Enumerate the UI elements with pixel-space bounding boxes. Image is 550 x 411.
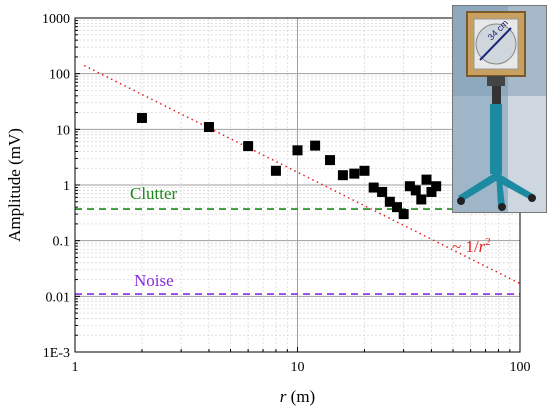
dimension-arrow <box>479 27 512 61</box>
y-tick-label: 0.1 <box>53 235 71 250</box>
inset-photo: 34 cm <box>452 5 547 213</box>
data-point <box>377 186 388 197</box>
y-tick-label: 0.01 <box>46 290 71 305</box>
fit-line-group <box>83 64 521 285</box>
fit-label-superscript: 2 <box>485 236 491 248</box>
noise-label: Noise <box>134 271 174 290</box>
y-axis-label: Amplitude (mV) <box>5 128 24 242</box>
y-tick-label: 10 <box>56 123 70 138</box>
data-point <box>349 168 360 179</box>
fit-line-label: ~ 1/r2 <box>452 236 491 256</box>
data-point <box>391 202 402 213</box>
stand-leg-left <box>458 172 496 201</box>
fit-label-var: r <box>479 237 486 256</box>
x-tick-label: 1 <box>72 360 79 375</box>
data-point <box>384 196 395 207</box>
data-point <box>398 209 409 220</box>
y-tick-label: 100 <box>49 68 70 83</box>
radar-stand-photo: 34 cm <box>453 6 546 212</box>
y-tick-label: 1E-3 <box>43 346 70 361</box>
fit-line <box>83 64 521 285</box>
mount-head <box>487 76 505 86</box>
mount-joint <box>492 86 501 104</box>
x-axis-label-unit: (m) <box>286 387 315 406</box>
data-point <box>426 186 437 197</box>
data-point <box>270 165 281 176</box>
x-tick-label: 100 <box>510 360 531 375</box>
y-axis-ticks: 1E-3 0.01 0.1 1 10 100 1000 <box>42 12 80 361</box>
data-point <box>421 174 432 185</box>
data-point <box>410 185 421 196</box>
data-point <box>203 122 214 133</box>
caster-front <box>498 203 506 211</box>
data-point <box>337 170 348 181</box>
data-point <box>368 182 379 193</box>
fit-label-prefix: ~ 1/ <box>452 237 479 256</box>
reference-lines <box>75 208 520 295</box>
data-point <box>416 194 427 205</box>
data-point <box>325 155 336 166</box>
caster-left <box>457 197 465 205</box>
data-point <box>404 181 415 192</box>
data-point <box>310 140 321 151</box>
stand-pole <box>490 104 502 174</box>
x-tick-label: 10 <box>291 360 305 375</box>
x-axis-label-var: r <box>280 387 287 406</box>
data-points <box>136 112 442 220</box>
y-tick-label: 1 <box>63 179 70 194</box>
data-point <box>136 112 147 123</box>
clutter-label: Clutter <box>130 184 178 203</box>
stand-leg-front <box>496 172 505 206</box>
x-axis-label: r (m) <box>280 387 315 406</box>
data-point <box>431 181 442 192</box>
caster-right <box>528 194 536 202</box>
data-point <box>359 165 370 176</box>
x-axis-ticks: 1 10 100 <box>72 347 531 375</box>
y-tick-label: 1000 <box>42 12 70 27</box>
data-point <box>243 141 254 152</box>
stand-leg-right <box>496 172 533 199</box>
data-point <box>292 145 303 156</box>
